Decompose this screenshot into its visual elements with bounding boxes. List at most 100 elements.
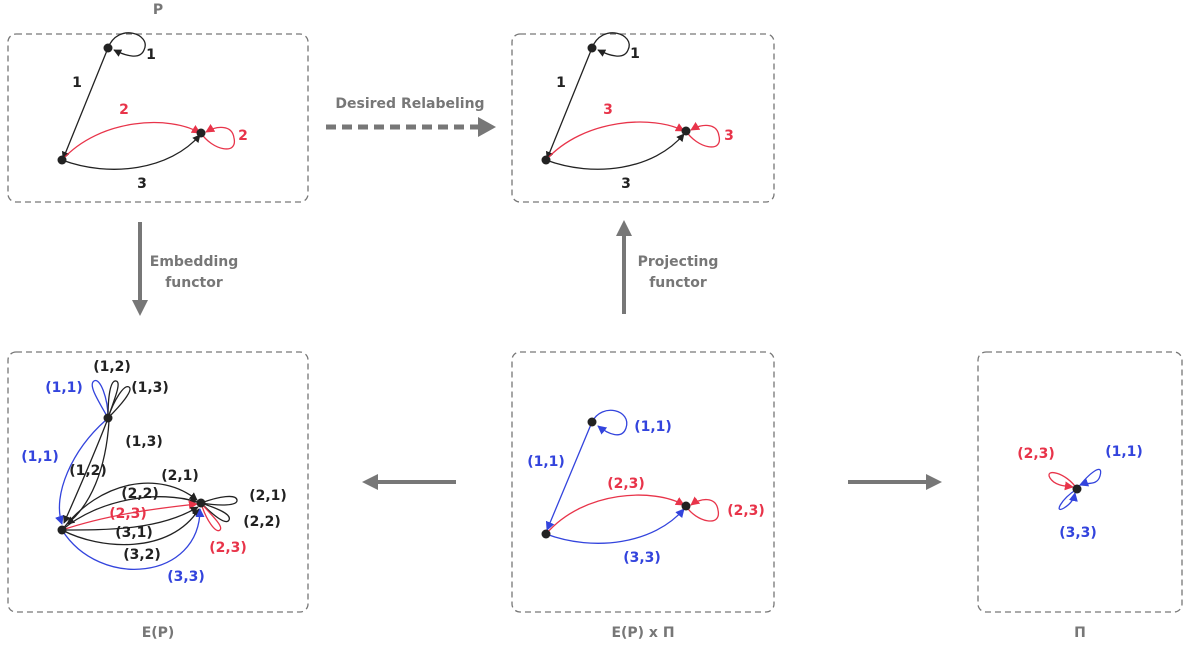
rel-edge-loop-1 [591,32,630,57]
p-label-loop-2: 2 [238,128,248,144]
caption-pi: Π [1074,625,1086,641]
p-label-3: 3 [137,176,147,192]
projecting-functor-label-1: Projecting [638,254,719,270]
rel-label-loop-3: 3 [724,128,734,144]
ep-edge-23 [61,500,198,531]
projecting-functor-label-2: functor [649,275,707,291]
eppi-label-23: (2,3) [607,476,645,492]
p-node-3 [196,128,206,138]
p-edge-2 [61,121,201,161]
eppi-loop-23 [685,496,719,522]
ep-loop-11-top [91,379,109,419]
caption-ep: E(P) [142,625,175,641]
ep-loop-22-right [200,502,230,523]
p-label-1: 1 [72,75,82,91]
rel-edge-loop-3 [685,121,720,148]
eppi-to-pi-arrow [848,474,942,490]
ep-label-22: (2,2) [121,486,159,502]
ep-edge-13 [66,420,110,525]
eppi-to-ep-arrow [362,474,456,490]
graph-eppi: (1,1) (1,1) (2,3) (2,3) (3,3) [527,409,765,566]
panel-ep-box [7,351,309,613]
ep-label-31: (3,1) [115,525,153,541]
ep-label-23-right: (2,3) [209,540,247,556]
ep-label-11-top: (1,1) [45,380,83,396]
ep-edge-33 [61,508,205,570]
ep-label-22-right: (2,2) [243,514,281,530]
ep-label-13: (1,3) [125,434,163,450]
ep-label-11-left: (1,1) [21,449,59,465]
graph-relabeled: 1 1 3 3 3 [541,32,734,192]
eppi-edge-23 [545,494,685,535]
eppi-loop-11 [591,409,628,436]
ep-edge-31 [61,506,199,531]
ep-label-21-right: (2,1) [249,488,287,504]
eppi-label-11: (1,1) [527,454,565,470]
ep-label-33: (3,3) [167,569,205,585]
ep-loop-21-right [200,495,238,506]
desired-relabeling-arrow [326,117,496,137]
rel-node-3 [681,126,691,136]
projecting-functor-arrow [616,220,632,314]
rel-edge-red-3 [545,121,685,161]
rel-edge-3 [545,133,685,170]
ep-edge-21 [61,482,198,531]
p-node-1 [103,43,113,53]
rel-edge-1 [545,47,593,160]
p-edge-loop-1 [107,32,146,57]
p-label-2: 2 [119,102,129,118]
graph-pi: (2,3) (1,1) (3,3) [1017,444,1143,541]
embedding-functor-label-1: Embedding [150,254,239,270]
eppi-node-1 [587,417,597,427]
eppi-label-33: (3,3) [623,550,661,566]
pi-loop-33 [1058,488,1078,510]
ep-node-3 [196,498,206,508]
rel-node-1 [587,43,597,53]
rel-node-2 [541,155,551,165]
embedding-functor-label-2: functor [165,275,223,291]
pi-loop-23 [1048,471,1078,491]
ep-label-13-top: (1,3) [131,380,169,396]
ep-edge-12 [63,420,108,524]
eppi-label-loop-23: (2,3) [727,503,765,519]
p-edge-3 [61,134,201,170]
panel-eppi-box [511,351,775,613]
ep-label-32: (3,2) [123,547,161,563]
ep-label-12: (1,2) [69,463,107,479]
pi-label-23: (2,3) [1017,446,1055,462]
ep-edge-11 [55,419,107,525]
ep-edge-32 [61,508,200,546]
desired-relabeling-label: Desired Relabeling [335,96,484,112]
p-node-2 [57,155,67,165]
pi-label-11: (1,1) [1105,444,1143,460]
graph-ep: (1,1) (1,2) (1,3) (1,3) (1,1) (1,2) (2,1… [21,359,287,585]
rel-label-1: 1 [556,75,566,91]
ep-label-12-top: (1,2) [93,359,131,375]
panel-pi-box [977,351,1183,613]
eppi-edge-11 [545,421,593,531]
embedding-functor-arrow [132,222,148,316]
eppi-edge-33 [545,508,685,544]
rel-label-loop-1: 1 [630,46,640,62]
graph-p: 1 1 2 2 3 [57,32,248,192]
ep-loop-23-right [200,502,222,532]
caption-eppi: E(P) x Π [611,625,674,641]
caption-p: P [153,2,163,18]
ep-label-23: (2,3) [109,506,147,522]
panel-p-box [7,33,309,203]
panel-relabeled-box [511,33,775,203]
p-edge-loop-2 [200,123,235,150]
rel-label-red-3: 3 [603,102,613,118]
pi-node [1072,484,1082,494]
rel-label-3: 3 [621,176,631,192]
ep-loop-12-top [107,380,119,419]
ep-label-21: (2,1) [161,468,199,484]
eppi-node-3 [681,501,691,511]
eppi-node-2 [541,529,551,539]
ep-loop-13-top [107,386,131,419]
ep-node-2 [57,525,67,535]
ep-node-1 [103,413,113,423]
pi-loop-11 [1076,468,1102,490]
p-edge-1 [61,47,109,160]
